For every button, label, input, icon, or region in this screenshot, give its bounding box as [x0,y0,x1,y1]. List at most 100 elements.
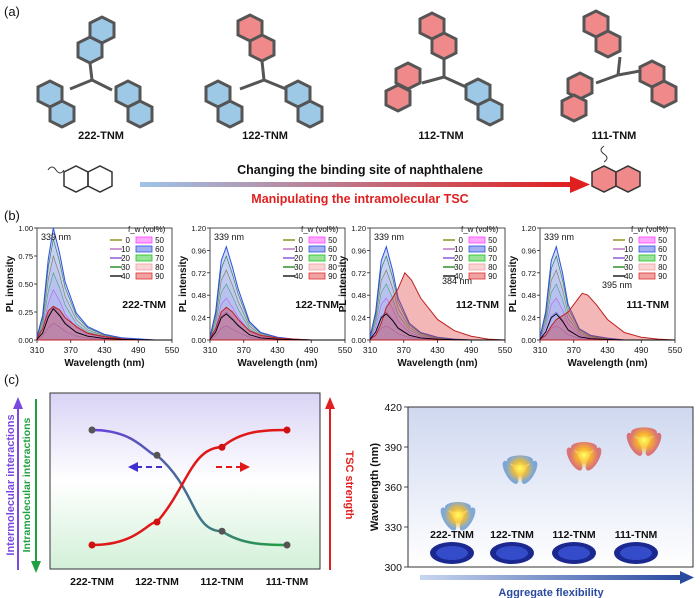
tsc-point [88,541,96,549]
x-tick-label: 490 [131,345,145,355]
legend-label: 20 [121,254,130,263]
y-tick-label: 0.72 [351,269,366,278]
legend-label: 50 [658,236,667,245]
y-tick-label: 0.75 [18,252,33,261]
chart-title: 112-TNM [456,299,499,311]
pl-series-40 [539,313,675,341]
x-tick-label: 550 [668,345,682,355]
legend-label: 70 [155,254,164,263]
y-tick-label: 0.50 [18,280,33,289]
y-axis-label: PL intensity [178,255,189,312]
x-axis-label: Wavelength (nm) [64,358,144,369]
x-tick-label: 370 [237,345,251,355]
legend-title: f_w (vol%) [631,225,669,234]
molecule-label-222: 222-TNM [78,130,124,142]
right-y-tick-label: 420 [384,402,402,414]
legend-swatch [135,236,153,244]
pl-chart-2: 310 370 430 490 550 0.00 0.24 0.48 0.72 0.96 1.20 W… [178,224,352,369]
legend-label: 30 [624,263,633,272]
legend-label: 60 [658,245,667,254]
intermolecular-point [153,451,161,459]
binding-site-arrowhead [570,176,590,193]
legend-label: 40 [454,272,463,281]
sample-photo-glow [436,546,468,560]
emitter-4 [626,426,662,456]
pl-chart-1: 310 370 430 490 550 0.00 0.25 0.50 0.75 1.00 Wavel… [5,224,179,369]
right-y-tick-label: 330 [384,522,402,534]
y-tick-label: 0.72 [191,269,206,278]
x-tick-label: 310 [203,345,217,355]
legend-swatch [468,254,486,262]
flexibility-arrow [420,575,682,580]
dashed-arrowhead-right [240,462,250,472]
legend-label: 50 [488,236,497,245]
intermolecular-label: Intermolecular interactions [5,414,17,555]
panel-a-tag: (a) [4,4,20,19]
y-tick-label: 1.20 [521,224,536,233]
legend-swatch [135,254,153,262]
legend-label: 50 [155,236,164,245]
emission-glow [506,454,534,483]
y-tick-label: 0.72 [521,269,536,278]
pl-chart-4: 310 370 430 490 550 0.00 0.24 0.48 0.72 0.96 1.20 W… [508,224,682,369]
emission-glow [444,501,472,529]
legend-label: 30 [454,263,463,272]
molecule-122-tnm [204,13,324,129]
legend-label: 90 [328,272,337,281]
category-label: 112-TNM [200,576,243,588]
chart-title: 122-TNM [295,299,339,311]
intermolecular-curve [91,428,288,547]
y-tick-label: 0.48 [351,291,366,300]
category-label: 122-TNM [135,576,179,588]
y-axis-label: PL intensity [5,255,16,312]
legend-title: f_w (vol%) [461,225,499,234]
legend-label: 90 [155,272,164,281]
y-tick-label: 0.00 [351,336,366,345]
legend-label: 40 [121,272,130,281]
flexibility-label: Aggregate flexibility [498,587,604,598]
legend-label: 20 [454,254,463,263]
emitter-3 [566,441,602,471]
pl-series-90 [369,271,506,341]
second-peak-label: 395 nm [602,280,632,290]
tsc-arrowhead [325,397,335,409]
arrow-text-top: Changing the binding site of naphthalene [237,163,483,177]
x-tick-label: 550 [165,345,179,355]
y-tick-label: 0.00 [191,336,206,345]
right-y-tick-label: 300 [384,562,402,574]
legend-label: 0 [459,236,464,245]
y-tick-label: 0.96 [351,246,366,255]
peak-label: 339 nm [374,232,404,242]
legend-swatch [308,254,326,262]
y-tick-label: 0.24 [521,314,536,323]
legend-label: 0 [299,236,304,245]
tsc-point [218,443,226,451]
x-tick-label: 490 [464,345,478,355]
x-tick-label: 310 [533,345,547,355]
x-tick-label: 430 [430,345,444,355]
legend-swatch [308,245,326,253]
legend-swatch [638,272,656,280]
right-y-tick-label: 360 [384,482,402,494]
legend-swatch [638,254,656,262]
legend-label: 40 [624,272,633,281]
legend-label: 30 [121,263,130,272]
legend-label: 40 [294,272,303,281]
intramolecular-arrowhead [31,561,41,573]
x-tick-label: 430 [270,345,284,355]
arrow-text-bottom: Manipulating the intramolecular TSC [251,192,469,206]
legend-swatch [468,245,486,253]
y-tick-label: 0.24 [351,314,366,323]
chart-title: 111-TNM [626,299,669,311]
legend-label: 10 [294,245,303,254]
intramolecular-label: Intramolecular interactions [21,417,33,552]
legend-label: 90 [658,272,667,281]
y-tick-label: 0.25 [18,308,33,317]
mechanism-panel: Intermolecular interactions Intramolecula… [5,392,694,598]
molecule-label-111: 111-TNM [591,130,637,142]
category-label: 222-TNM [70,576,114,588]
peak-label: 339 nm [214,232,244,242]
legend-label: 50 [328,236,337,245]
legend-swatch [638,245,656,253]
intermolecular-point [88,426,96,434]
